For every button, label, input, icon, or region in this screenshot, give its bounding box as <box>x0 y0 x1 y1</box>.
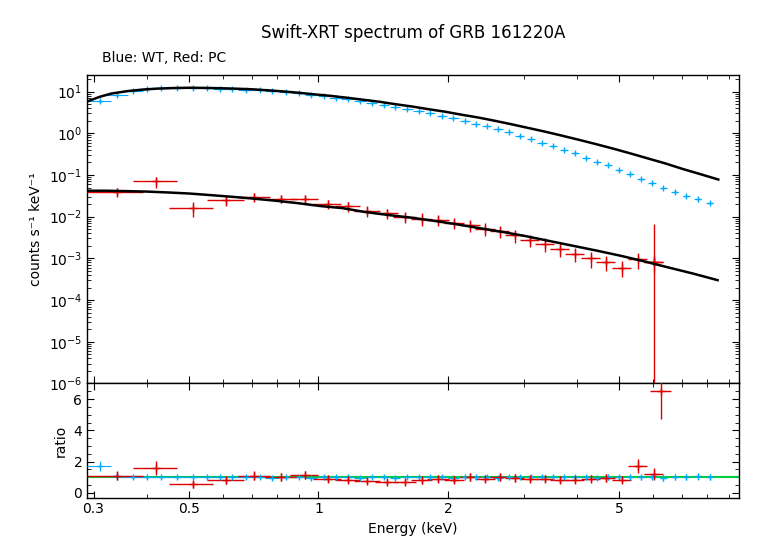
X-axis label: Energy (keV): Energy (keV) <box>368 522 458 536</box>
Text: Swift-XRT spectrum of GRB 161220A: Swift-XRT spectrum of GRB 161220A <box>261 24 565 42</box>
Y-axis label: counts s⁻¹ keV⁻¹: counts s⁻¹ keV⁻¹ <box>30 172 43 286</box>
Text: Blue: WT, Red: PC: Blue: WT, Red: PC <box>102 51 227 66</box>
Y-axis label: ratio: ratio <box>54 424 68 456</box>
